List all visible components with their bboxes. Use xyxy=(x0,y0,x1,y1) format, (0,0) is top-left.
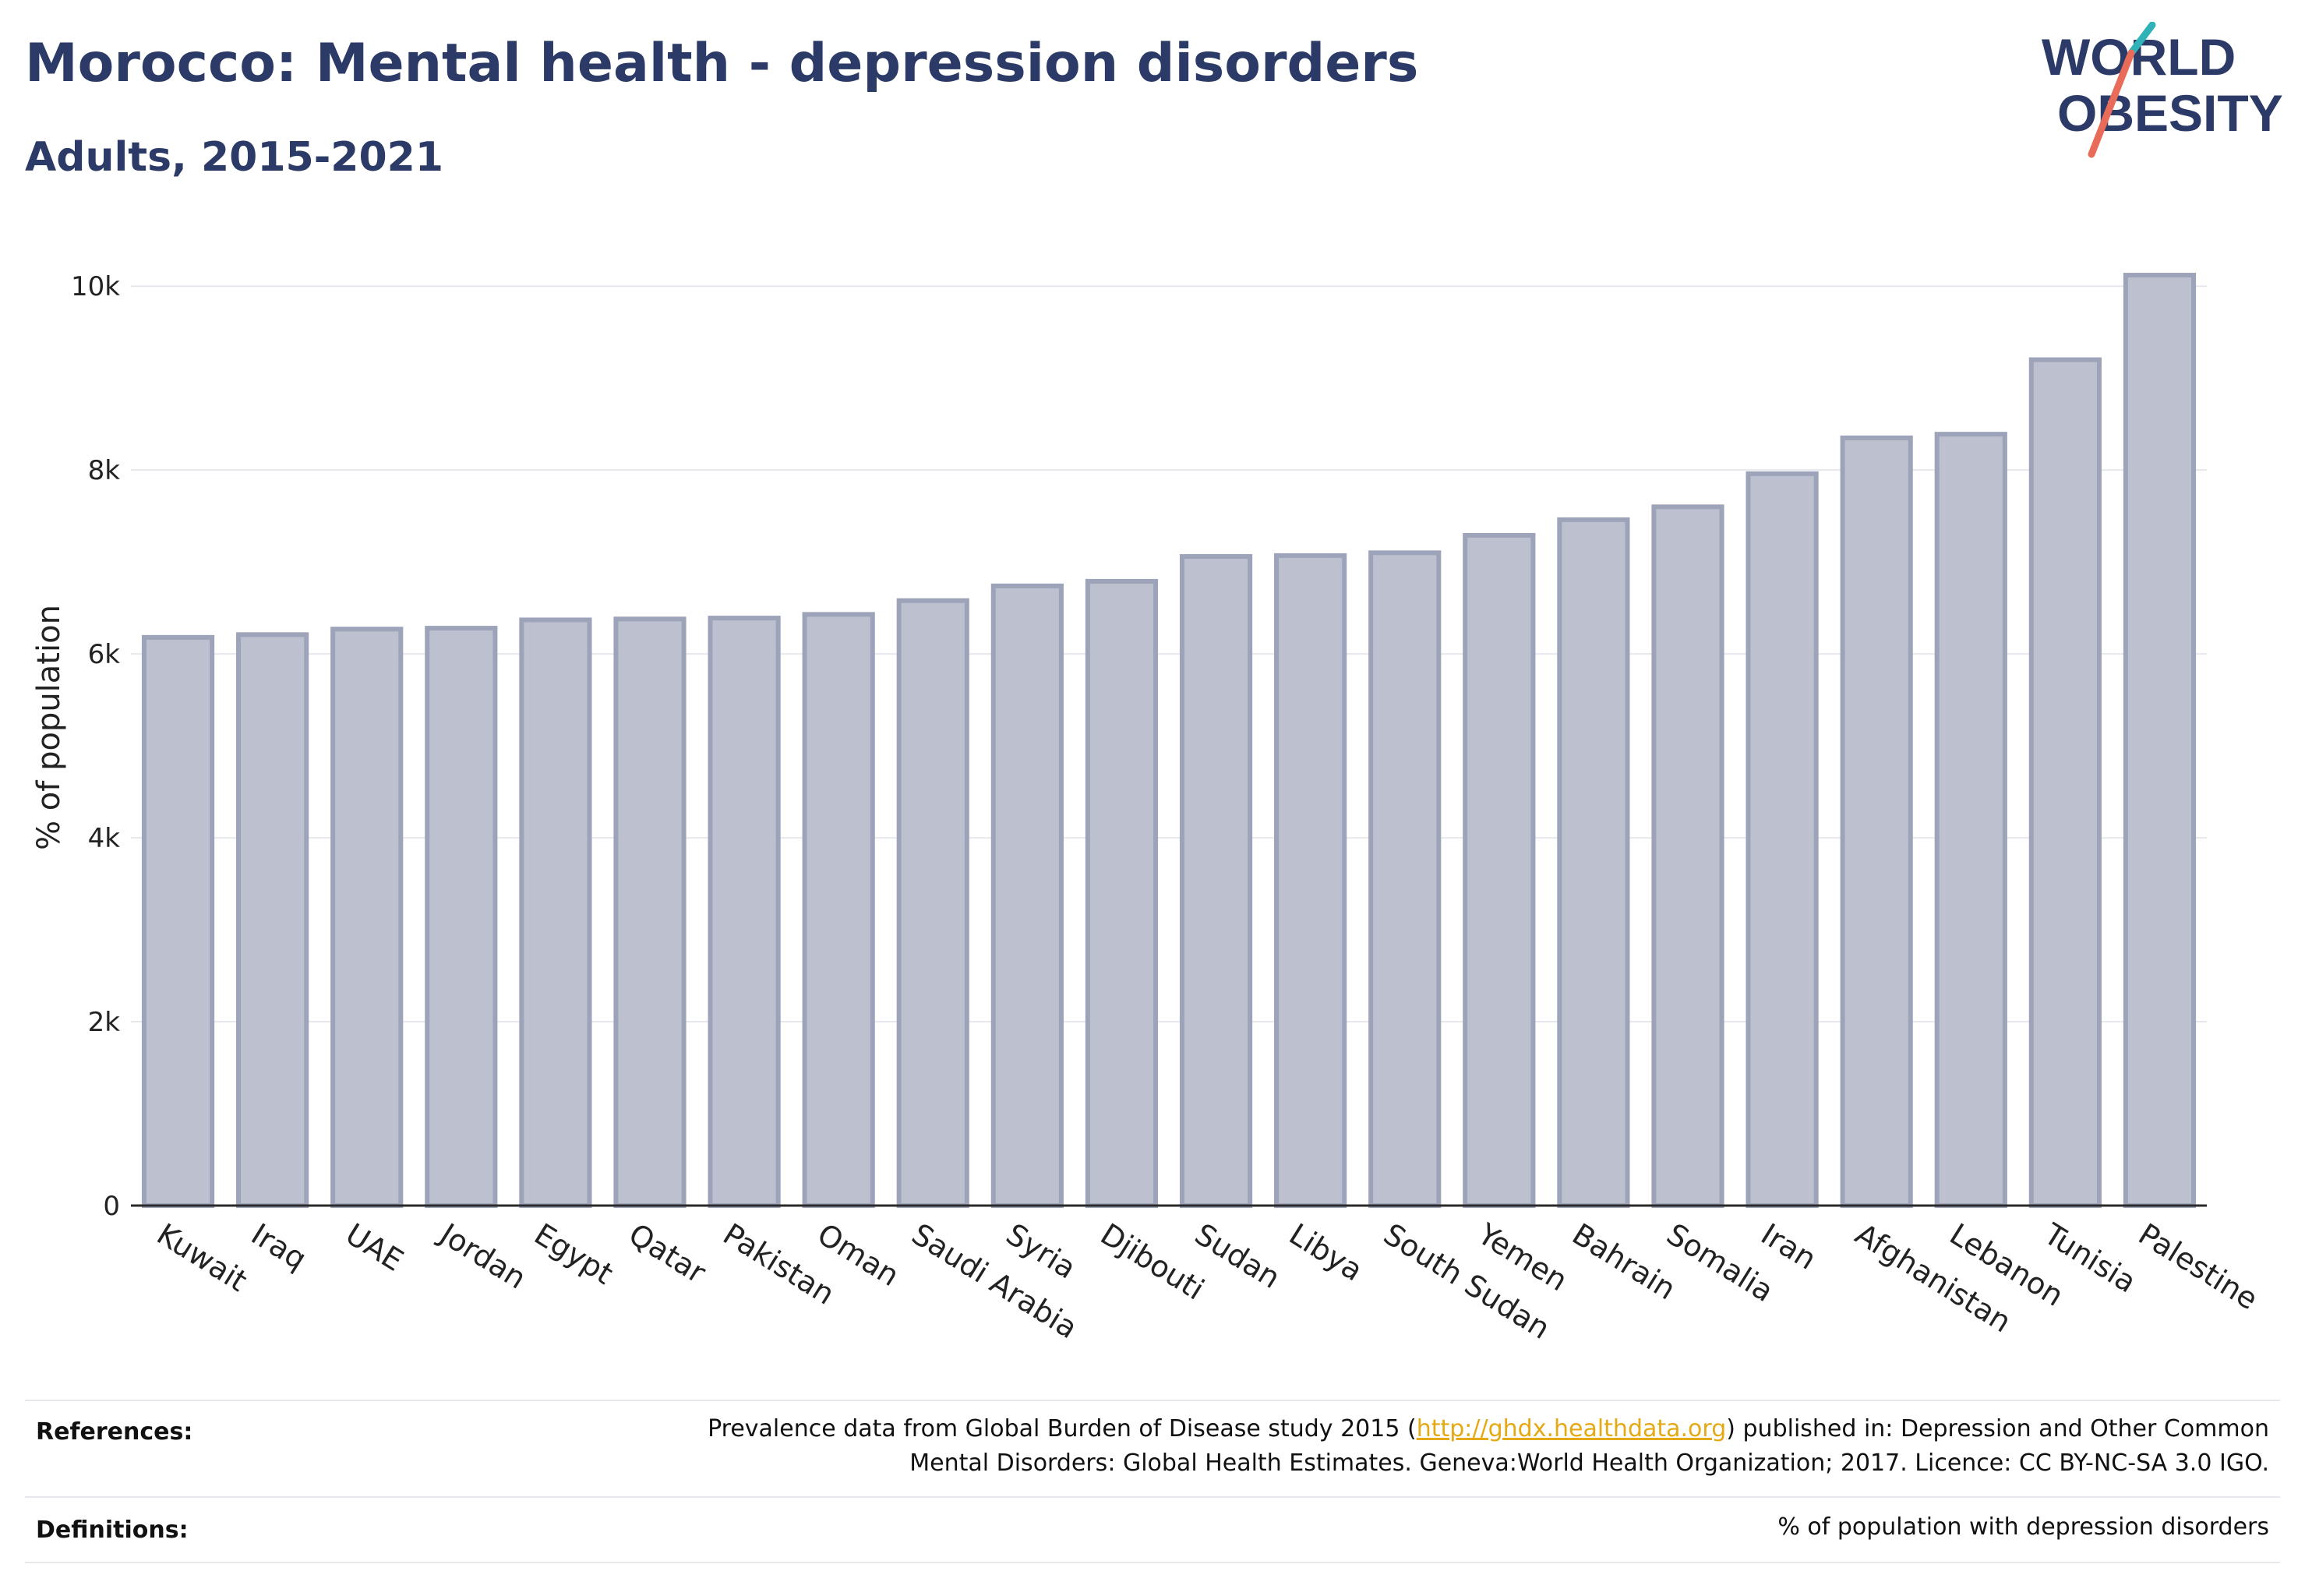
bar xyxy=(1463,532,1536,1209)
bar xyxy=(708,616,781,1208)
bar xyxy=(613,616,687,1208)
logo-slash-teal xyxy=(2127,22,2156,57)
bar xyxy=(1934,432,2007,1208)
bar xyxy=(1368,550,1442,1208)
x-tick-label: Qatar xyxy=(623,1216,711,1290)
x-tick-label: Djibouti xyxy=(1095,1216,1210,1306)
references-top-divider xyxy=(25,1400,2280,1401)
definitions-top-divider xyxy=(25,1496,2280,1498)
bar xyxy=(2028,357,2102,1209)
world-obesity-logo: WORLD OBESITY xyxy=(2042,22,2283,158)
bar xyxy=(1651,504,1724,1209)
x-tick-label: UAE xyxy=(340,1216,409,1278)
y-tick-label: 4k xyxy=(88,823,121,854)
x-tick-label: Egypt xyxy=(528,1216,619,1291)
bar xyxy=(802,612,875,1208)
bar xyxy=(141,634,215,1208)
definitions-text: % of population with depression disorder… xyxy=(1777,1513,2269,1541)
references-link[interactable]: http://ghdx.healthdata.org xyxy=(1416,1415,1727,1442)
definitions-bottom-divider xyxy=(25,1562,2280,1563)
references-line-1-end: ) published in: Depression and Other Com… xyxy=(1726,1415,2269,1442)
x-tick-label: Iran xyxy=(1755,1216,1822,1276)
y-tick-label: 2k xyxy=(88,1007,121,1038)
bar xyxy=(330,627,404,1209)
bar xyxy=(2123,273,2197,1208)
x-tick-label: Jordan xyxy=(432,1216,532,1295)
bar xyxy=(896,598,969,1208)
y-axis-title: % of population xyxy=(31,605,67,850)
references-line-2: Mental Disorders: Global Health Estimate… xyxy=(909,1449,2269,1477)
x-tick-label: Libya xyxy=(1283,1216,1368,1287)
x-tick-label: Somalia xyxy=(1661,1216,1779,1308)
y-tick-label: 0 xyxy=(103,1191,120,1222)
references-line-1-start: Prevalence data from Global Burden of Di… xyxy=(708,1415,1417,1442)
bar xyxy=(1085,578,1159,1208)
logo-line1: WORLD xyxy=(2042,28,2236,86)
x-tick-label: Iraq xyxy=(245,1216,312,1276)
x-tick-label: Kuwait xyxy=(151,1216,253,1298)
references-line-1: Prevalence data from Global Burden of Di… xyxy=(708,1412,2269,1446)
y-tick-label: 10k xyxy=(71,271,120,302)
x-tick-label: Bahrain xyxy=(1566,1216,1682,1306)
bar xyxy=(990,583,1064,1208)
references-label: References: xyxy=(36,1418,193,1446)
definitions-label: Definitions: xyxy=(36,1517,189,1544)
bar xyxy=(1557,517,1630,1208)
chart-title: Morocco: Mental health - depression diso… xyxy=(25,33,1419,94)
y-tick-label: 8k xyxy=(88,455,121,486)
references-text: Prevalence data from Global Burden of Di… xyxy=(708,1412,2269,1481)
chart-subtitle: Adults, 2015-2021 xyxy=(25,134,444,181)
x-tick-label: Palestine xyxy=(2133,1216,2264,1316)
bar xyxy=(236,632,309,1208)
logo-slash-coral xyxy=(2088,49,2135,158)
bar xyxy=(1746,471,1819,1209)
logo-line2: OBESITY xyxy=(2057,84,2283,142)
y-tick-label: 6k xyxy=(88,639,121,670)
bar xyxy=(519,617,592,1208)
bar xyxy=(1179,554,1253,1208)
bar xyxy=(425,626,498,1209)
bar xyxy=(1840,435,1913,1208)
bar xyxy=(1274,553,1347,1208)
